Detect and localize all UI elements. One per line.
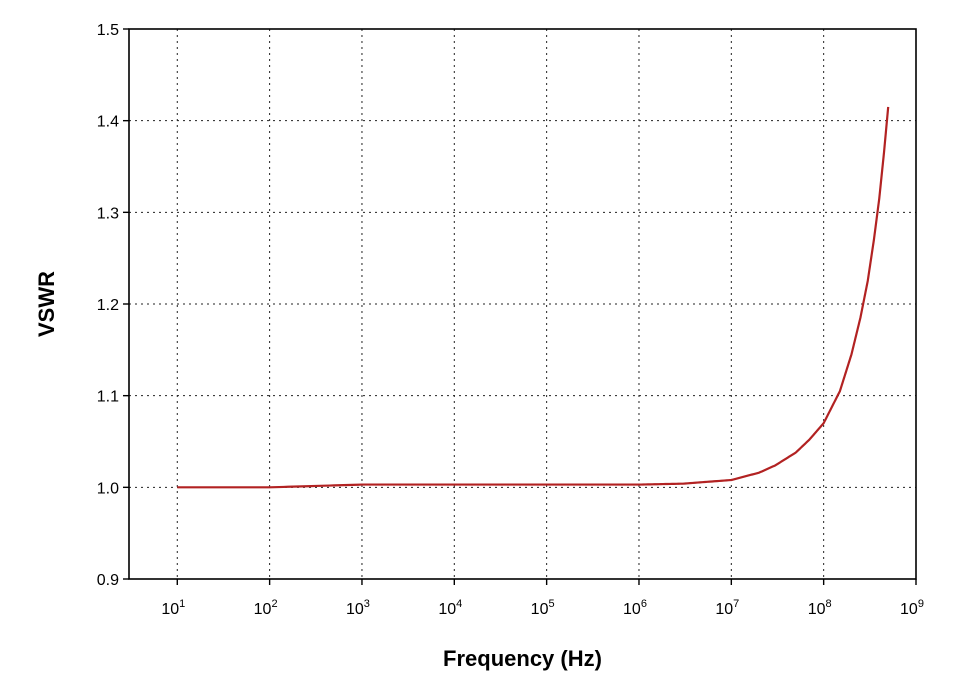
x-tick-base: 10 bbox=[715, 601, 733, 618]
x-tick-label: 103 bbox=[346, 598, 370, 618]
x-tick-base: 10 bbox=[254, 601, 272, 618]
grid bbox=[129, 29, 916, 579]
x-tick-base: 10 bbox=[161, 601, 179, 618]
ticks bbox=[123, 28, 917, 585]
x-tick-label: 102 bbox=[254, 598, 278, 618]
y-tick-label: 1.1 bbox=[97, 389, 119, 406]
y-tick-label: 1.2 bbox=[97, 297, 119, 314]
y-axis-title: VSWR bbox=[34, 271, 59, 337]
x-tick-base: 10 bbox=[346, 601, 364, 618]
x-tick-base: 10 bbox=[808, 601, 826, 618]
x-tick-base: 10 bbox=[438, 601, 456, 618]
y-tick-label: 0.9 bbox=[97, 572, 119, 589]
x-tick-label: 109 bbox=[900, 598, 924, 618]
x-tick-label: 105 bbox=[531, 598, 555, 618]
y-tick-label: 1.4 bbox=[97, 114, 119, 131]
x-tick-exponent: 8 bbox=[825, 598, 831, 610]
x-axis-title: Frequency (Hz) bbox=[443, 646, 602, 671]
x-tick-base: 10 bbox=[623, 601, 641, 618]
y-tick-label: 1.5 bbox=[97, 22, 119, 39]
x-tick-label: 104 bbox=[438, 598, 462, 618]
series-layer bbox=[177, 106, 890, 489]
x-tick-label: 107 bbox=[715, 598, 739, 618]
x-tick-exponent: 6 bbox=[641, 598, 647, 610]
vswr-series-line bbox=[177, 106, 890, 489]
x-tick-exponent: 1 bbox=[179, 598, 185, 610]
x-tick-exponent: 2 bbox=[271, 598, 277, 610]
x-tick-label: 108 bbox=[808, 598, 832, 618]
x-tick-exponent: 7 bbox=[733, 598, 739, 610]
x-tick-label: 106 bbox=[623, 598, 647, 618]
x-tick-exponent: 3 bbox=[364, 598, 370, 610]
x-tick-exponent: 5 bbox=[548, 598, 554, 610]
x-tick-base: 10 bbox=[900, 601, 918, 618]
x-tick-exponent: 9 bbox=[918, 598, 924, 610]
plot-frame bbox=[128, 28, 917, 580]
x-tick-exponent: 4 bbox=[456, 598, 462, 610]
y-tick-label: 1.3 bbox=[97, 205, 119, 222]
x-tick-base: 10 bbox=[531, 601, 549, 618]
y-tick-label: 1.0 bbox=[97, 480, 119, 497]
tick-labels: 101 102 103 104 105 106 107 108 1090.91.01.11.21… bbox=[97, 22, 924, 618]
x-tick-label: 101 bbox=[161, 598, 185, 618]
